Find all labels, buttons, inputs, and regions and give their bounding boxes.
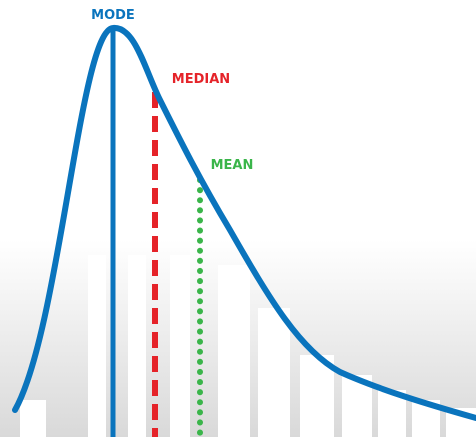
bar <box>128 255 146 437</box>
bar <box>88 255 106 437</box>
histogram-bars <box>20 255 476 437</box>
bar <box>300 355 334 437</box>
mean-label: MEAN <box>211 158 254 173</box>
mode-label: MODE <box>91 8 135 23</box>
bar <box>218 265 250 437</box>
distribution-curve <box>12 25 476 421</box>
bar <box>20 400 46 437</box>
bar <box>170 255 190 437</box>
median-label: MEDIAN <box>172 72 230 87</box>
bar <box>258 308 290 437</box>
